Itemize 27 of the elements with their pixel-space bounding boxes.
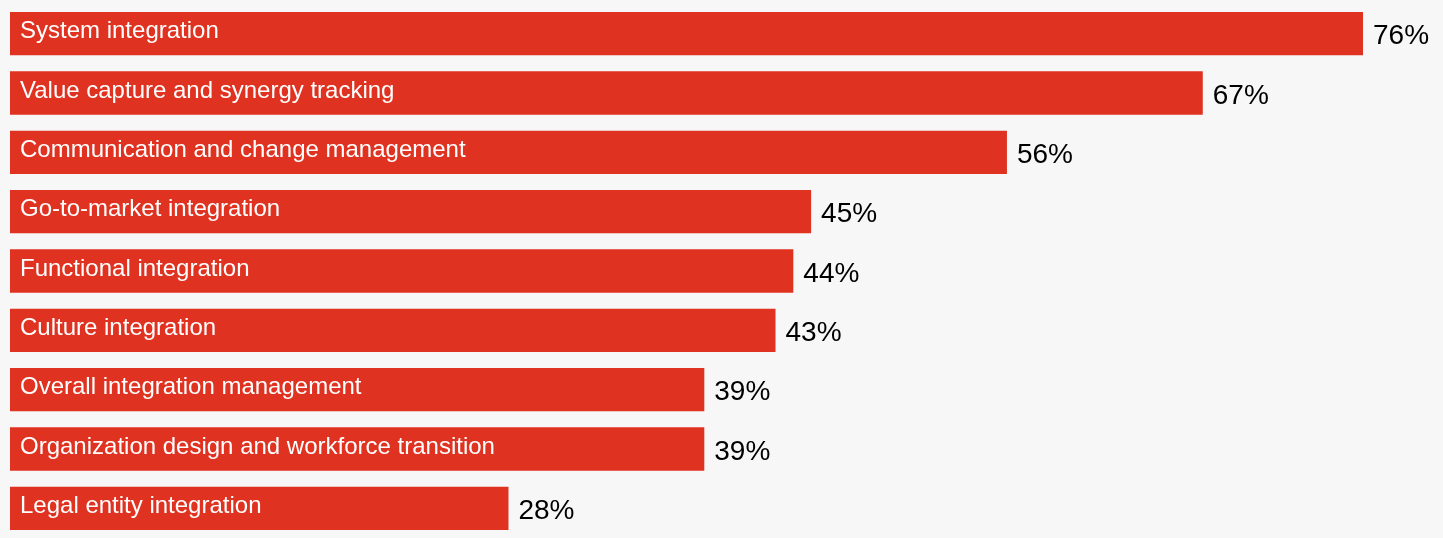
bar xyxy=(10,486,509,530)
data-label: 39% xyxy=(714,434,771,466)
y-tick-label: Legal entity integration xyxy=(20,490,262,518)
bar xyxy=(10,368,705,412)
y-tick-label: System integration xyxy=(20,16,219,44)
bar xyxy=(10,130,1007,174)
y-tick-label: Organization design and workforce transition xyxy=(20,431,495,459)
y-tick-label: Go-to-market integration xyxy=(20,194,281,222)
y-tick-label: Value capture and synergy tracking xyxy=(20,75,395,103)
data-label: 44% xyxy=(803,256,860,288)
bar xyxy=(10,12,1363,56)
data-label: 28% xyxy=(518,494,575,526)
data-label: 45% xyxy=(821,197,878,229)
bar xyxy=(10,190,812,234)
y-tick-label: Functional integration xyxy=(20,253,250,281)
bar xyxy=(10,308,776,352)
data-label: 67% xyxy=(1212,78,1269,110)
y-tick-label: Overall integration management xyxy=(20,372,362,400)
y-tick-label: Communication and change management xyxy=(20,134,466,162)
y-tick-label: Culture integration xyxy=(20,312,217,340)
data-label: 43% xyxy=(785,316,842,348)
bar xyxy=(10,249,794,293)
data-label: 56% xyxy=(1016,138,1073,170)
bar xyxy=(10,427,705,471)
data-label: 39% xyxy=(714,375,771,407)
bar xyxy=(10,71,1203,115)
data-label: 76% xyxy=(1373,19,1430,51)
